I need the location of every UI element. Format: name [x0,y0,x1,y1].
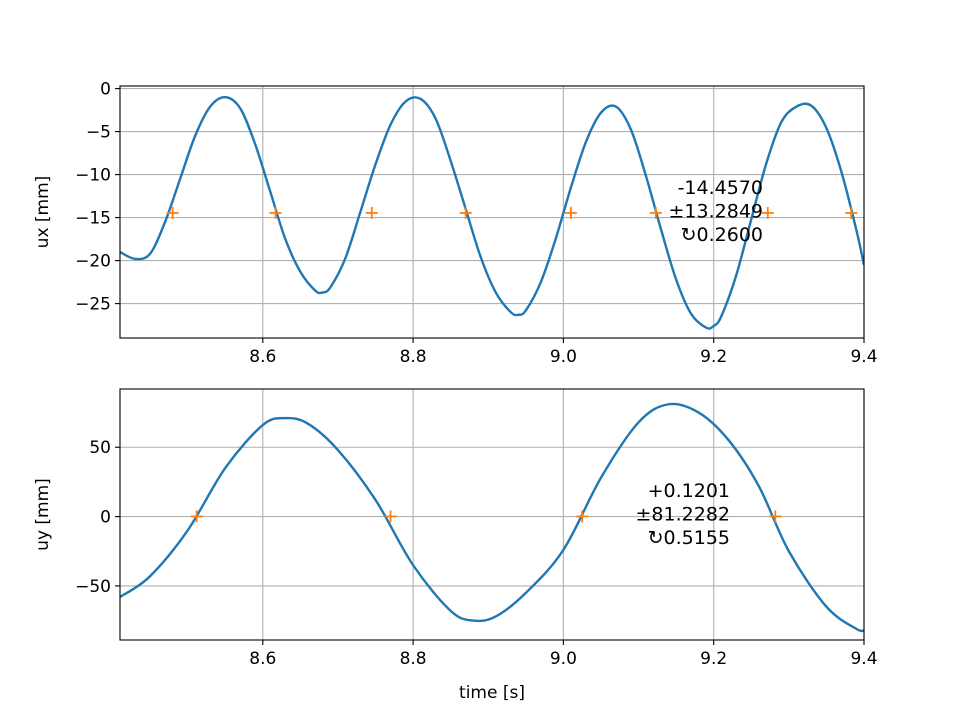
top-x-tick-label: 9.0 [550,347,577,367]
bottom-subplot: 8.6 8.8 9.0 9.2 9.4 50 0 −50 uy [mm] time [s] +0.1… [33,388,878,703]
top-annotation-line: ↻0.2600 [681,224,763,246]
bottom-series-group [120,402,864,633]
top-x-tick-label: 8.6 [249,347,276,367]
bottom-annotation-line: ↻0.5155 [648,527,730,549]
top-y-tick-label: −15 [75,209,111,229]
top-y-tick-label: −10 [75,166,111,186]
bottom-y-tick-label: 0 [100,508,111,528]
top-stats-annotation: -14.4570±13.2849↻0.2600 [669,177,764,246]
bottom-x-tick-label: 8.6 [249,649,276,669]
top-y-tick-label: −5 [86,123,111,143]
top-crossing-marker [166,206,179,219]
top-x-tick-label: 8.8 [400,347,427,367]
top-subplot: 8.6 8.8 9.0 9.2 9.4 0 −5 −10 −15 −20 −25 ux [mm] -14… [33,80,878,367]
bottom-crossing-marker [384,510,397,523]
top-y-tick-label: −20 [75,252,111,272]
bottom-crossing-marker [769,510,782,523]
top-series-line [120,95,864,330]
bottom-crossing-marker [576,510,589,523]
bottom-y-tick-label: 50 [89,438,111,458]
top-crossing-marker [761,206,774,219]
top-series-group [120,95,864,330]
bottom-y-axis-label: uy [mm] [33,478,53,551]
top-x-tick-label: 9.2 [700,347,727,367]
top-crossing-marker [365,206,378,219]
bottom-series-line [120,402,864,633]
top-crossing-marker [459,206,472,219]
top-y-axis-label: ux [mm] [33,176,53,249]
top-plot-area [120,86,864,338]
top-x-tick-label: 9.4 [850,347,877,367]
top-axes-frame [119,85,865,339]
bottom-plot-area [120,389,864,640]
bottom-axes-frame [119,388,865,641]
bottom-x-tick-label: 8.8 [400,649,427,669]
top-y-tick-label: −25 [75,295,111,315]
top-annotation-line: -14.4570 [678,177,763,199]
top-crossing-marker [269,206,282,219]
bottom-annotation-line: +0.1201 [648,480,730,502]
bottom-annotation-line: ±81.2282 [636,504,731,526]
top-y-tick-label: 0 [100,80,111,100]
top-crossing-marker [845,206,858,219]
bottom-x-tick-label: 9.4 [850,649,877,669]
bottom-stats-annotation: +0.1201±81.2282↻0.5155 [636,480,731,549]
top-crossing-marker [564,206,577,219]
bottom-x-axis-label: time [s] [459,683,525,703]
bottom-x-tick-label: 9.2 [700,649,727,669]
bottom-x-tick-label: 9.0 [550,649,577,669]
bottom-crossing-marker [190,510,203,523]
bottom-y-tick-label: −50 [75,577,111,597]
top-annotation-line: ±13.2849 [669,201,764,223]
top-crossing-marker [649,206,662,219]
